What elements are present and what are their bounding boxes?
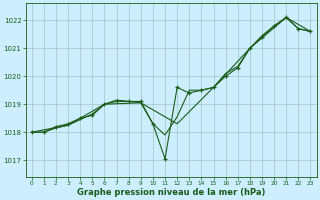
X-axis label: Graphe pression niveau de la mer (hPa): Graphe pression niveau de la mer (hPa) <box>77 188 265 197</box>
